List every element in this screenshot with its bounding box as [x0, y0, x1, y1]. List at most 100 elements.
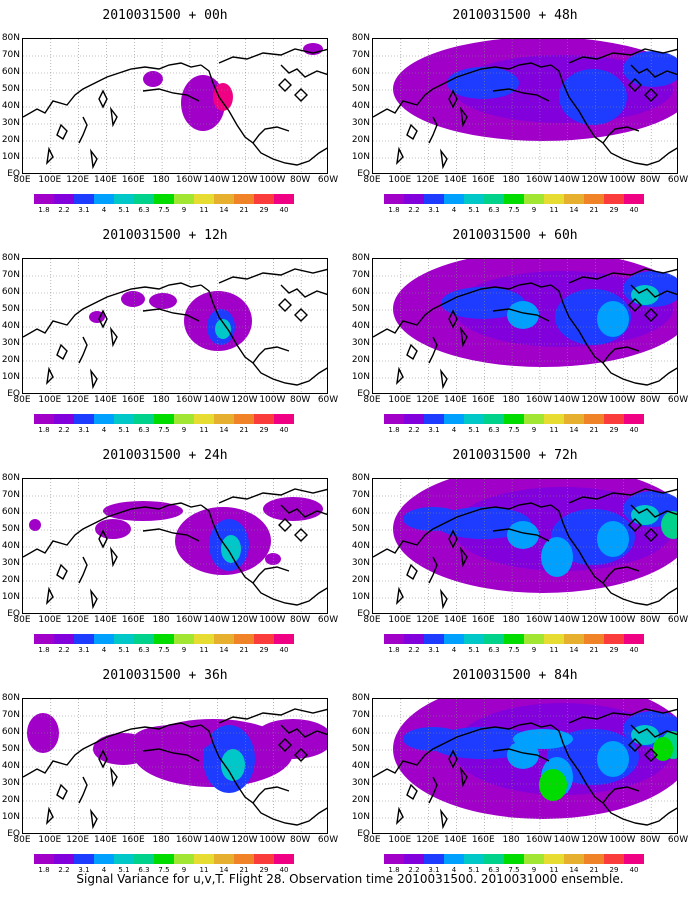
map-frame — [22, 478, 328, 614]
y-tick-label: 10N — [351, 592, 370, 602]
y-tick-label: 80N — [1, 33, 20, 43]
coastline — [252, 346, 290, 364]
colorbar-swatch — [524, 634, 544, 644]
coastline — [218, 268, 327, 284]
coastline — [109, 106, 118, 128]
map-panel: 2010031500 + 24h 80N 70N 60N 50N 40N 30N 20N 10N… — [0, 448, 338, 658]
y-tick-label: 20N — [1, 795, 20, 805]
map-panel: 2010031500 + 60h 80N 70N 60N 50N 40N 30N 20N 10N… — [350, 228, 688, 438]
colorbar-swatch — [544, 194, 564, 204]
colorbar-label: 29 — [609, 866, 619, 874]
x-tick-label: 80E — [13, 175, 31, 185]
colorbar-swatch — [134, 854, 154, 864]
x-tick-label: 80W — [639, 615, 661, 625]
x-tick-label: 80W — [639, 835, 661, 845]
coastline — [628, 78, 642, 92]
colorbar-swatch — [504, 414, 524, 424]
coastline — [644, 528, 658, 542]
x-tick-label: 100E — [388, 835, 412, 845]
coastline — [602, 346, 640, 364]
colorbar-swatch — [424, 854, 444, 864]
coastline — [628, 738, 642, 752]
colorbar-label: 1.8 — [388, 646, 400, 654]
colorbar-label: 9 — [181, 646, 187, 654]
variance-contour — [253, 719, 327, 759]
colorbar-label: 2.2 — [408, 426, 420, 434]
variance-contour — [541, 537, 573, 577]
colorbar-swatch — [174, 854, 194, 864]
map-panel: 2010031500 + 84h 80N 70N 60N 50N 40N 30N 20N 10N… — [350, 668, 688, 878]
colorbar-swatch — [154, 634, 174, 644]
variance-contour — [103, 501, 183, 521]
x-tick-label: 80E — [363, 835, 381, 845]
colorbar-swatch — [114, 414, 134, 424]
x-tick-label: 60W — [667, 615, 689, 625]
colorbar — [384, 634, 644, 644]
x-tick-label: 120E — [66, 395, 90, 405]
y-tick-label: 80N — [351, 33, 370, 43]
y-tick-label: 70N — [1, 270, 20, 280]
coastline — [98, 529, 108, 549]
y-tick-label: 10N — [351, 812, 370, 822]
colorbar-label: 11 — [549, 646, 559, 654]
y-tick-label: 10N — [1, 592, 20, 602]
coastline — [294, 308, 308, 322]
coastline — [439, 368, 448, 390]
colorbar-label: 9 — [531, 646, 537, 654]
colorbar-swatch — [564, 194, 584, 204]
coastline — [46, 146, 54, 165]
coastline — [568, 268, 677, 284]
x-tick-label: 80W — [289, 615, 311, 625]
x-tick-label: 100W — [609, 175, 636, 185]
colorbar-label: 4 — [451, 426, 457, 434]
colorbar-label: 40 — [629, 206, 639, 214]
colorbar — [384, 414, 644, 424]
variance-contour — [507, 301, 539, 329]
x-tick-label: 100W — [609, 395, 636, 405]
colorbar-label: 7.5 — [158, 866, 170, 874]
colorbar-swatch — [174, 634, 194, 644]
y-tick-label: EQ — [7, 609, 20, 619]
colorbar-label: 3.1 — [78, 426, 90, 434]
x-tick-label: 160E — [121, 615, 145, 625]
x-tick-label: 80E — [363, 175, 381, 185]
colorbar-label: 11 — [549, 206, 559, 214]
x-tick-label: 80E — [13, 835, 31, 845]
map-frame — [22, 258, 328, 394]
colorbar-swatch — [544, 414, 564, 424]
coastline — [280, 504, 327, 518]
coastline — [98, 89, 108, 109]
y-tick-label: 10N — [1, 812, 20, 822]
colorbar-swatch — [54, 634, 74, 644]
colorbar-swatch — [544, 634, 564, 644]
colorbar-swatch — [114, 854, 134, 864]
coastline — [602, 126, 640, 144]
colorbar-label: 21 — [239, 646, 249, 654]
variance-contour — [507, 521, 539, 549]
coastline — [280, 284, 327, 298]
variance-contour — [597, 741, 629, 777]
x-tick-label: 180 — [502, 395, 520, 405]
x-tick-label: 60W — [317, 395, 339, 405]
colorbar-label: 2.2 — [58, 426, 70, 434]
coastline — [278, 298, 292, 312]
colorbar-label: 7.5 — [158, 426, 170, 434]
x-tick-label: 140W — [203, 395, 230, 405]
x-tick-label: 120W — [231, 615, 258, 625]
x-tick-label: 180 — [502, 835, 520, 845]
coastline — [46, 366, 54, 385]
x-tick-label: 80E — [13, 615, 31, 625]
coastline — [448, 529, 458, 549]
coastline — [56, 783, 68, 801]
y-tick-label: 70N — [351, 50, 370, 60]
y-tick-label: 50N — [1, 524, 20, 534]
colorbar-label: 9 — [181, 206, 187, 214]
y-tick-label: 60N — [1, 727, 20, 737]
variance-contour — [631, 285, 659, 305]
y-tick-label: 40N — [351, 321, 370, 331]
colorbar — [34, 854, 294, 864]
variance-contour — [539, 769, 567, 801]
variance-contour — [143, 71, 163, 87]
coastline — [492, 748, 550, 762]
y-tick-label: 30N — [1, 118, 20, 128]
